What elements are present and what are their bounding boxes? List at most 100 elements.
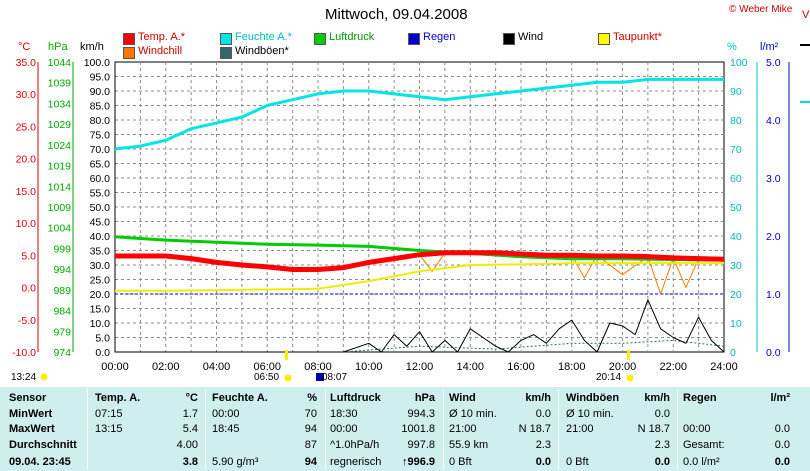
- stats-row-value: 94: [304, 456, 317, 468]
- stats-row-value: 994.3: [407, 408, 435, 420]
- moonrise-time: 13:24: [11, 372, 37, 383]
- wind-tick-label: 75.0: [90, 130, 111, 142]
- stats-row-sublabel: 13:15: [95, 423, 123, 435]
- copyright-link[interactable]: © Weber Mike: [729, 4, 793, 15]
- wind-tick-label: 5.0: [95, 333, 110, 345]
- moonrise-icon: [40, 373, 48, 381]
- temp-tick-label: -5.0: [18, 315, 36, 327]
- temp-tick-label: 25.0: [16, 121, 37, 133]
- wind-tick-label: 55.0: [90, 188, 111, 200]
- series-line-luftdruck: [114, 235, 725, 262]
- sunrise-marker: [285, 350, 288, 360]
- wind-tick-label: 45.0: [90, 217, 111, 229]
- series-line-tempa: [115, 250, 725, 272]
- pressure-tick-label: 1044: [48, 57, 72, 69]
- stats-row-sublabel: 18:45: [212, 423, 240, 435]
- legend-label: Taupunkt*: [613, 31, 662, 43]
- temp-tick-label: 35.0: [16, 57, 37, 69]
- rain-tick-label: 2.0: [766, 231, 781, 243]
- legend-swatch: [123, 33, 135, 45]
- wind-tick-label: 10.0: [90, 318, 111, 330]
- stats-row-value: 2.3: [535, 439, 551, 451]
- stats-column-unit: l/m²: [770, 392, 790, 404]
- rain-tick-label: 5.0: [766, 57, 781, 69]
- humidity-tick-label: 60: [730, 173, 742, 185]
- stats-row-value: 2.3: [654, 439, 670, 451]
- stats-column-unit: km/h: [525, 392, 551, 404]
- time-tick-label: 06:00: [253, 361, 281, 373]
- stats-row-value: 1.7: [182, 408, 198, 420]
- wind-tick-label: 30.0: [90, 260, 111, 272]
- moon-event-time: 08:07: [322, 372, 348, 383]
- stats-row-sublabel: 0.0 l/m²: [683, 456, 720, 468]
- stats-row-sublabel: 55.9 km: [449, 439, 489, 451]
- wind-tick-label: 60.0: [90, 173, 111, 185]
- stats-row-value: 997.8: [407, 439, 435, 451]
- stats-row-sublabel: 0 Bft: [566, 456, 589, 468]
- legend-swatch: [408, 33, 420, 45]
- sunset-icon: [626, 374, 634, 382]
- temp-tick-label: 15.0: [16, 186, 37, 198]
- stats-row-value: 70: [304, 408, 317, 420]
- legend-swatch: [220, 33, 232, 45]
- stats-row-sublabel: 5.90 g/m³: [212, 456, 259, 468]
- stats-row-value: 0.0: [774, 423, 790, 435]
- pressure-tick-label: 1034: [48, 98, 72, 110]
- moon-phase-icon: [316, 373, 324, 381]
- wind-tick-label: 40.0: [90, 231, 111, 243]
- time-tick-label: 18:00: [558, 361, 586, 373]
- sunset-marker: [627, 350, 630, 360]
- series-line-feuchtea: [114, 77, 724, 151]
- weather-chart: 35.0 30.0 25.0 20.0 15.0 10.0 5.0 0.0 -5.0 -10.0 1…: [12, 9, 810, 382]
- stats-current-label: 09.04. 23:45: [9, 456, 71, 468]
- pressure-tick-label: 989: [53, 285, 71, 297]
- pressure-tick-label: 1029: [48, 119, 72, 131]
- wind-tick-label: 35.0: [90, 246, 111, 258]
- stats-row-sublabel: ^1.0hPa/h: [330, 439, 380, 451]
- temp-unit-label: °C: [18, 41, 31, 53]
- humidity-tick-label: 90: [730, 86, 742, 98]
- stats-column-header: Windböen: [566, 392, 620, 404]
- wind-tick-label: 85.0: [90, 101, 111, 113]
- time-tick-label: 12:00: [406, 361, 434, 373]
- stats-row-value: ↑996.9: [401, 456, 435, 468]
- series-line-wind: [115, 299, 725, 353]
- stats-panel: Sensor MinWert MaxWert Durchschnitt 09.0…: [0, 387, 810, 471]
- wind-tick-label: 80.0: [90, 115, 111, 127]
- series-line-taupunkt: [115, 262, 724, 292]
- stats-column-header: Regen: [683, 392, 717, 404]
- time-tick-label: 14:00: [456, 361, 484, 373]
- stats-row-value: N 18.7: [637, 423, 670, 435]
- temp-tick-label: 30.0: [16, 89, 37, 101]
- stats-min-label: MinWert: [9, 408, 53, 420]
- legend-swatch: [598, 33, 610, 45]
- humidity-tick-label: 50: [730, 202, 742, 214]
- time-tick-label: 22:00: [659, 361, 687, 373]
- wind-tick-label: 70.0: [90, 144, 111, 156]
- stats-row-sublabel: 00:00: [212, 408, 240, 420]
- rain-tick-label: 3.0: [766, 173, 781, 185]
- time-tick-label: 20:00: [609, 361, 637, 373]
- pressure-tick-label: 974: [53, 347, 71, 359]
- right-edge-line: [800, 44, 810, 46]
- legend-swatch: [314, 33, 326, 45]
- stats-row-value: 0.0: [535, 408, 551, 420]
- stats-avg-label: Durchschnitt: [9, 439, 77, 451]
- pressure-tick-label: 994: [53, 264, 71, 276]
- humidity-tick-label: 10: [730, 318, 742, 330]
- stats-column-unit: °C: [185, 392, 198, 404]
- chart-title: Mittwoch, 09.04.2008: [325, 6, 468, 23]
- legend-label: Windböen*: [235, 45, 289, 57]
- legend-swatch: [503, 33, 515, 45]
- time-tick-label: 02:00: [152, 361, 180, 373]
- rain-tick-label: 0.0: [766, 347, 781, 359]
- temp-tick-label: 10.0: [16, 218, 37, 230]
- stats-row-value: 94: [304, 423, 317, 435]
- right-edge-glyph: V: [802, 9, 810, 21]
- legend-swatch: [220, 47, 232, 59]
- humidity-tick-label: 100: [730, 57, 748, 69]
- legend-label: Wind: [518, 31, 544, 43]
- legend-label: Windchill: [138, 45, 183, 57]
- stats-row-sublabel: 00:00: [683, 423, 711, 435]
- time-tick-label: 24:00: [710, 361, 738, 373]
